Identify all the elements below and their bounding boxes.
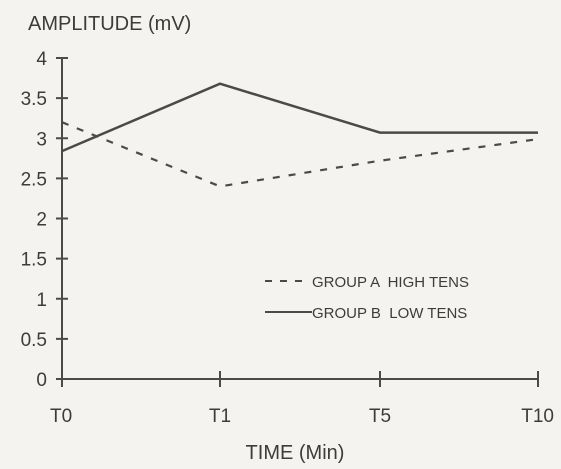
legend-label-group-a: GROUP A HIGH TENS bbox=[312, 274, 469, 291]
y-tick-label: 3 bbox=[36, 129, 47, 150]
x-axis: T0 T1 T5 T10 bbox=[50, 371, 554, 427]
y-tick-label: 0.5 bbox=[21, 330, 47, 351]
series-layer bbox=[61, 82, 539, 188]
x-tick-label: T1 bbox=[209, 406, 231, 427]
y-tick-label: 1.5 bbox=[21, 250, 47, 271]
y-tick-label: 4 bbox=[36, 49, 47, 70]
series-line-group-b bbox=[61, 82, 538, 153]
y-tick-label: 3.5 bbox=[21, 89, 47, 110]
x-tick-label: T0 bbox=[50, 406, 72, 427]
legend-label-group-b: GROUP B LOW TENS bbox=[312, 305, 467, 322]
x-tick-label: T5 bbox=[369, 406, 391, 427]
x-axis-title: TIME (Min) bbox=[246, 442, 345, 464]
x-tick-label: T10 bbox=[521, 406, 554, 427]
y-tick-label: 2 bbox=[36, 210, 47, 231]
y-tick-label: 1 bbox=[36, 290, 47, 311]
y-axis: 0 0.5 1 1.5 2 2.5 3 3.5 4 bbox=[21, 49, 68, 391]
y-tick-label: 0 bbox=[36, 370, 47, 391]
series-line-group-a bbox=[61, 121, 539, 188]
legend: GROUP A HIGH TENS GROUP B LOW TENS bbox=[265, 274, 469, 322]
y-tick-label: 2.5 bbox=[21, 169, 47, 190]
y-axis-title: AMPLITUDE (mV) bbox=[28, 13, 191, 35]
